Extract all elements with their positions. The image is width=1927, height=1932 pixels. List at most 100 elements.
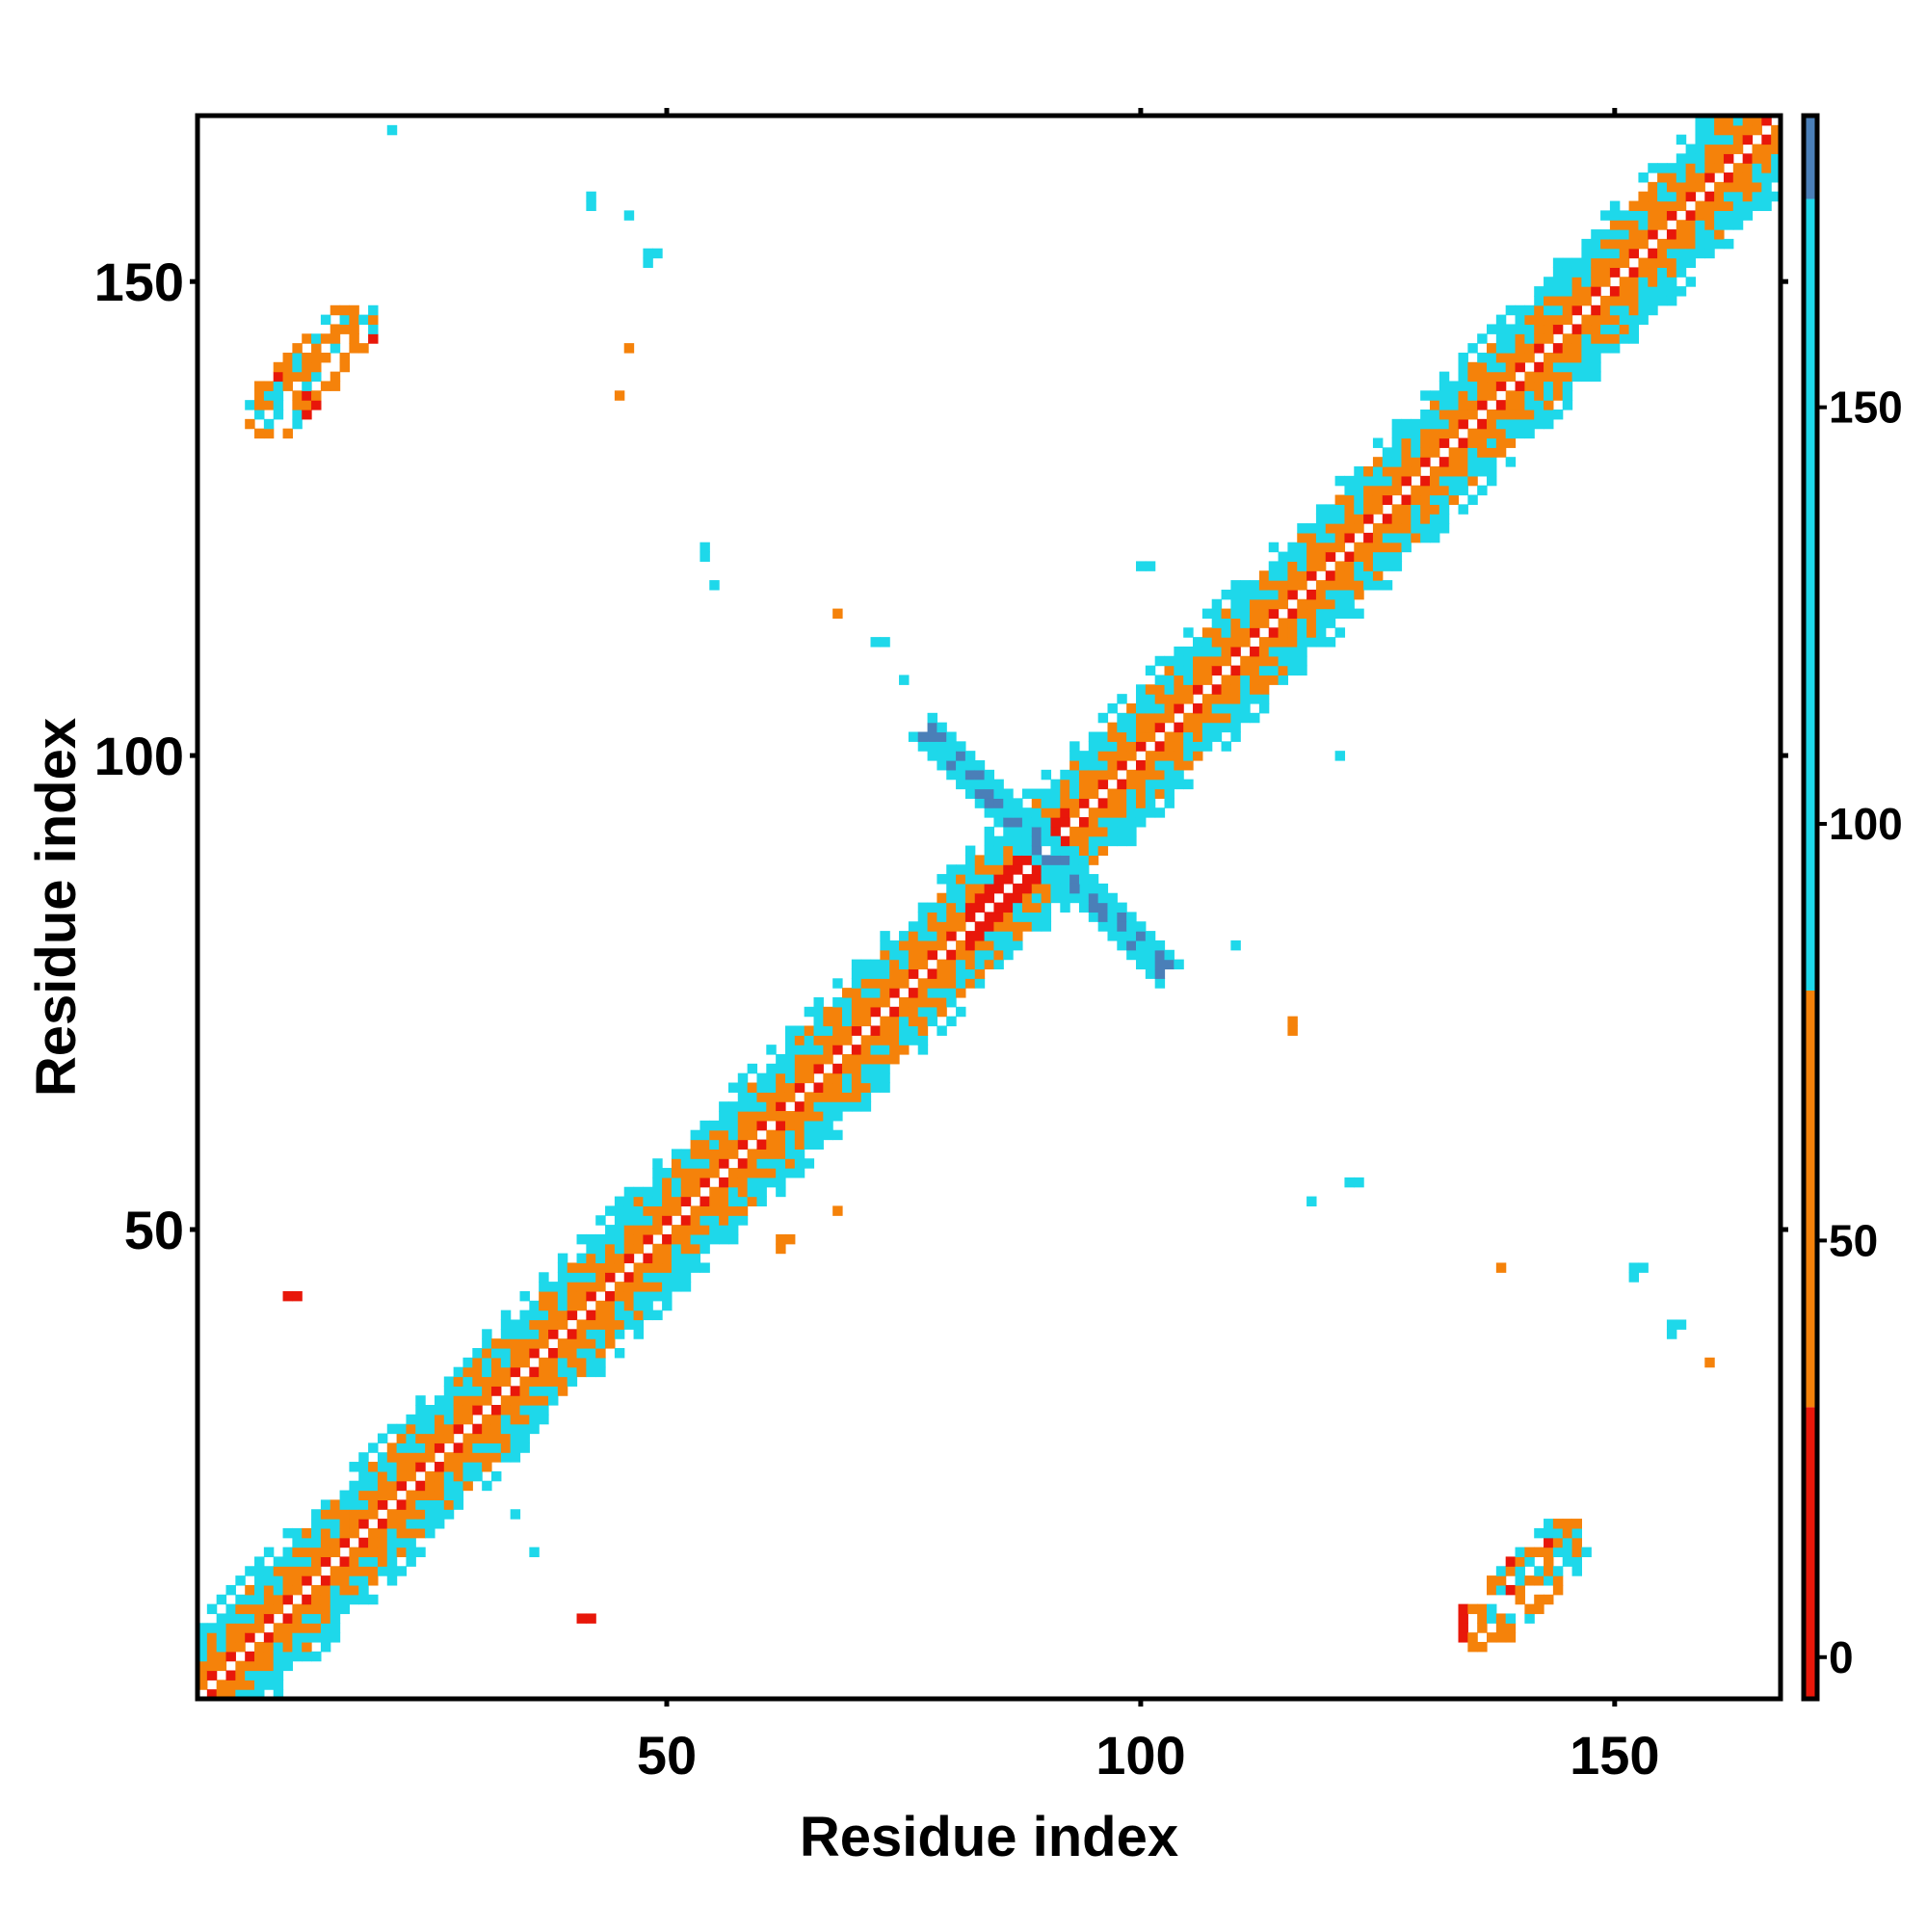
heatmap-cell <box>358 1575 369 1586</box>
heatmap-cell <box>406 1537 416 1548</box>
heatmap-cell <box>1174 684 1184 695</box>
heatmap-cell <box>1174 751 1184 761</box>
heatmap-cell <box>956 1006 966 1018</box>
heatmap-cell <box>1714 229 1725 240</box>
heatmap-cell <box>1334 542 1346 553</box>
heatmap-cell <box>1117 712 1127 724</box>
heatmap-cell <box>1230 637 1241 648</box>
heatmap-cell <box>937 912 947 922</box>
heatmap-cell <box>1211 646 1223 657</box>
heatmap-cell <box>529 1319 540 1330</box>
heatmap-cell <box>292 361 303 373</box>
heatmap-cell <box>1638 220 1649 230</box>
heatmap-cell <box>1135 731 1147 742</box>
heatmap-cell <box>1391 428 1403 439</box>
heatmap-cell <box>576 1347 587 1359</box>
heatmap-cell <box>1117 694 1127 704</box>
heatmap-cell <box>1534 381 1544 391</box>
heatmap-cell <box>1344 523 1355 534</box>
heatmap-cell <box>539 1376 549 1387</box>
heatmap-cell <box>870 1025 881 1036</box>
heatmap-cell <box>1078 855 1090 865</box>
heatmap-cell <box>557 1366 568 1378</box>
heatmap-cell <box>1372 494 1384 505</box>
x-axis-ticks: 50 100 150 <box>637 108 1660 1786</box>
heatmap-cell <box>1505 1613 1517 1624</box>
heatmap-cell <box>766 1072 777 1084</box>
heatmap-cell <box>539 1282 549 1292</box>
heatmap-cell <box>690 1168 701 1178</box>
heatmap-cell <box>1487 343 1497 354</box>
heatmap-cell <box>870 1063 881 1074</box>
heatmap-cell <box>225 1613 236 1624</box>
heatmap-cell <box>1657 277 1668 287</box>
heatmap-cell <box>1164 702 1175 714</box>
heatmap-cell <box>1164 655 1175 667</box>
heatmap-cell <box>1676 153 1687 164</box>
heatmap-cell <box>1429 494 1440 505</box>
heatmap-cell <box>889 1045 900 1055</box>
heatmap-cell <box>1382 485 1393 496</box>
heatmap-cell <box>643 1233 653 1245</box>
heatmap-cell <box>595 1347 606 1359</box>
heatmap-cell <box>500 1433 512 1443</box>
heatmap-cell <box>1477 418 1488 430</box>
heatmap-cell <box>1600 257 1611 269</box>
heatmap-cell <box>1467 1632 1478 1643</box>
heatmap-cell <box>1591 333 1601 344</box>
heatmap-cell <box>1467 390 1478 401</box>
heatmap-cell <box>254 1566 265 1576</box>
heatmap-cell <box>680 1262 692 1273</box>
heatmap-cell <box>756 1101 767 1112</box>
heatmap-cell <box>1544 371 1554 383</box>
heatmap-cell <box>1695 163 1705 173</box>
heatmap-cell <box>1363 570 1374 581</box>
heatmap-cell <box>1363 532 1374 543</box>
heatmap-cell <box>737 1101 749 1112</box>
heatmap-cell <box>1524 333 1535 344</box>
heatmap-cell <box>1078 798 1090 808</box>
heatmap-cell <box>889 1053 900 1065</box>
heatmap-cell <box>282 1527 293 1539</box>
heatmap-cell <box>1458 1623 1468 1633</box>
heatmap-cell <box>993 779 1004 790</box>
heatmap-cell <box>1429 400 1440 410</box>
heatmap-cell <box>1761 172 1772 183</box>
heatmap-cell <box>1135 788 1147 799</box>
heatmap-cell <box>320 1623 331 1633</box>
heatmap-cell <box>993 921 1004 932</box>
heatmap-cell <box>396 1462 408 1472</box>
heatmap-cell <box>548 1376 559 1387</box>
heatmap-cell <box>1648 220 1658 230</box>
heatmap-cell <box>1078 760 1090 771</box>
heatmap-cell <box>358 1480 369 1492</box>
heatmap-cell <box>216 1680 227 1690</box>
heatmap-cell <box>386 1537 398 1548</box>
heatmap-cell <box>539 1329 549 1339</box>
heatmap-cell <box>282 1623 293 1633</box>
heatmap-cell <box>1591 286 1601 297</box>
heatmap-cell <box>680 1233 692 1245</box>
heatmap-cell <box>282 381 293 391</box>
heatmap-cell <box>937 931 947 941</box>
heatmap-cell <box>1505 352 1517 363</box>
heatmap-cell <box>605 1329 616 1339</box>
heatmap-cell <box>709 1158 720 1169</box>
heatmap-cell <box>529 1347 540 1359</box>
heatmap-cell <box>1420 418 1431 430</box>
heatmap-cell <box>946 731 957 742</box>
heatmap-cell <box>1685 229 1697 240</box>
heatmap-cell <box>519 1347 530 1359</box>
heatmap-cell <box>1221 702 1231 714</box>
y-axis-title: Residue index <box>25 718 88 1097</box>
heatmap-cell <box>216 1660 227 1672</box>
heatmap-cell <box>974 874 986 885</box>
heatmap-cell <box>1117 731 1127 742</box>
heatmap-cell <box>225 1632 236 1643</box>
heatmap-cell <box>1544 400 1554 410</box>
heatmap-cell <box>311 1594 322 1605</box>
heatmap-cell <box>956 912 966 922</box>
heatmap-cell <box>1363 561 1374 571</box>
heatmap-cell <box>860 1016 872 1027</box>
heatmap-cell <box>1174 731 1184 742</box>
